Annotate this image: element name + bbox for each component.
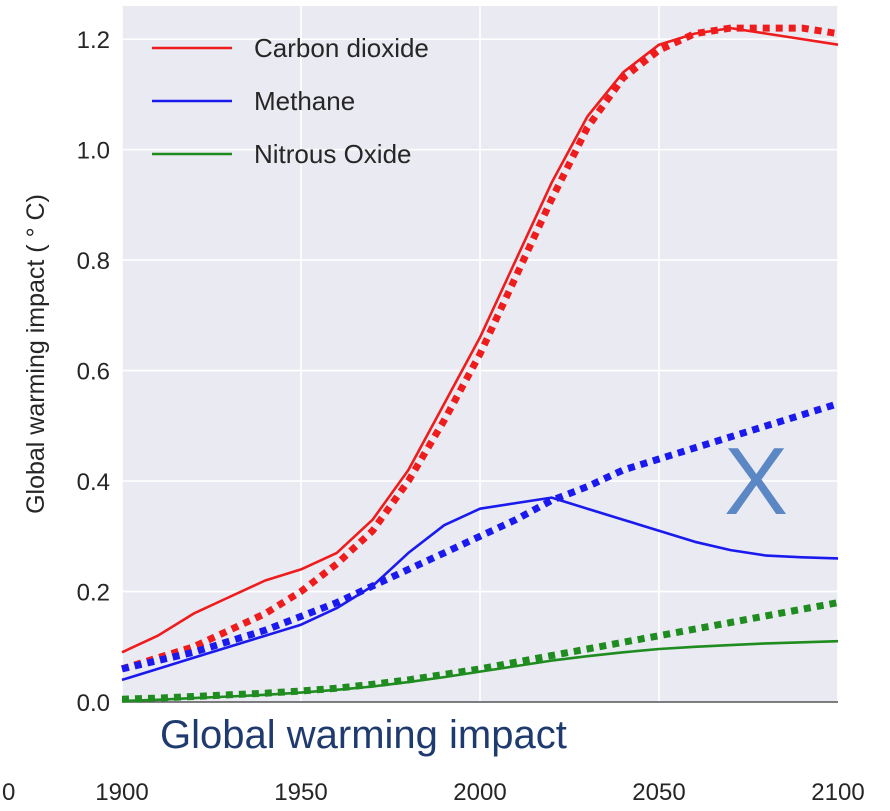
solid-series-line	[121, 496, 839, 682]
y-tick-label: 0.2	[77, 580, 110, 607]
x-tick-label: 1950	[274, 779, 327, 806]
x-tick-labels: 1900 1950 2000 2050 2100	[95, 779, 864, 806]
grid-lines	[121, 6, 839, 703]
y-tick-label: 0.8	[77, 248, 110, 275]
cross-mark-annotation: X	[724, 428, 788, 535]
y-tick-label: 0.6	[77, 359, 110, 386]
caption-annotation: Global warming impact	[160, 713, 567, 757]
y-tick-label: 0.4	[77, 469, 110, 496]
x-tick-label: 2100	[811, 779, 864, 806]
y-tick-label: 1.0	[77, 138, 110, 165]
y-tick-labels: 0.0 0.2 0.4 0.6 0.8 1.0 1.2	[77, 27, 110, 717]
legend: Carbon dioxide Methane Nitrous Oxide	[152, 33, 429, 169]
legend-label: Methane	[254, 86, 355, 116]
y-tick-label: 0.0	[77, 690, 110, 717]
legend-label: Nitrous Oxide	[254, 139, 412, 169]
x-tick-label: 1900	[95, 779, 148, 806]
legend-label: Carbon dioxide	[254, 33, 429, 63]
dotted-series-line	[121, 599, 839, 703]
x-tick-label: 2000	[453, 779, 506, 806]
x-tick-label: 2050	[632, 779, 685, 806]
y-axis-label: Global warming impact ( ° C)	[22, 194, 50, 514]
dotted-series-line	[120, 24, 839, 673]
y-tick-label: 1.2	[77, 27, 110, 54]
solid-series-line	[121, 26, 839, 654]
dotted-series-line	[121, 400, 840, 673]
series-lines	[120, 24, 840, 703]
partial-tick-label: 0	[2, 779, 15, 806]
